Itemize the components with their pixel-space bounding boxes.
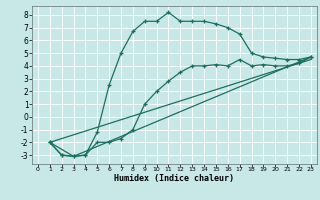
X-axis label: Humidex (Indice chaleur): Humidex (Indice chaleur): [115, 174, 234, 183]
